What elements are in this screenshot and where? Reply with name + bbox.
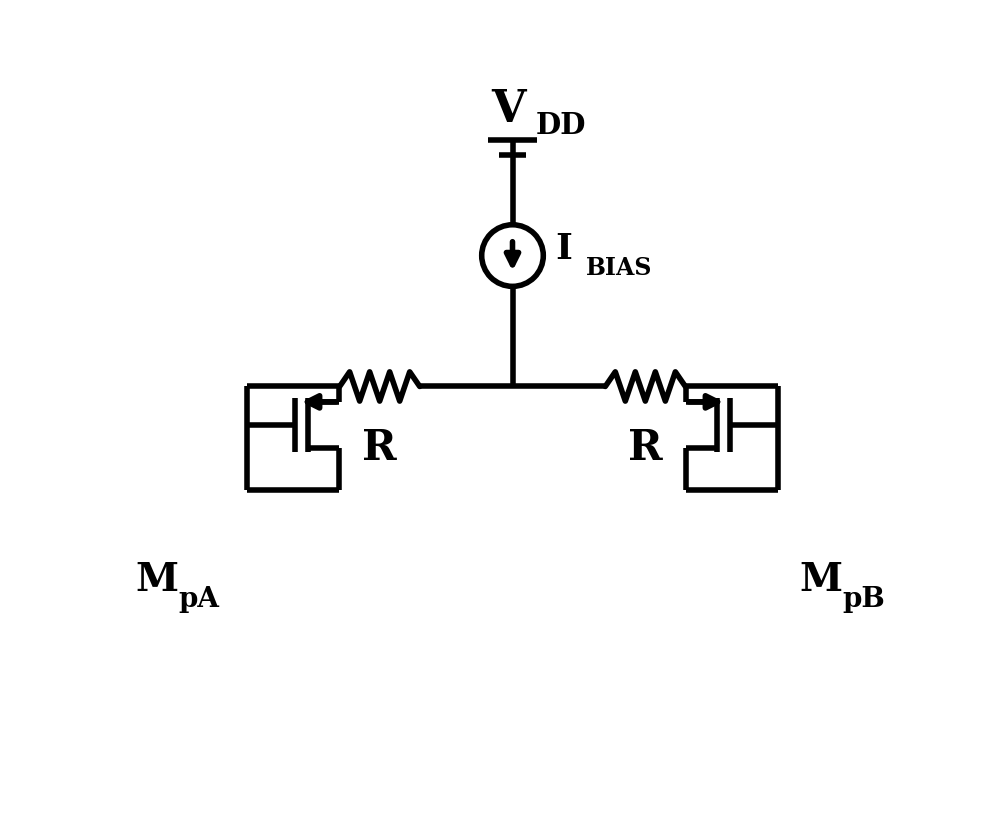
Text: R: R — [362, 427, 397, 469]
Text: M: M — [799, 561, 842, 599]
Text: M: M — [135, 561, 178, 599]
Text: BIAS: BIAS — [586, 256, 652, 280]
Text: pB: pB — [842, 585, 885, 612]
Text: V: V — [491, 88, 526, 131]
Text: I: I — [556, 232, 572, 266]
Text: R: R — [628, 427, 663, 469]
Text: pA: pA — [178, 585, 219, 612]
Text: DD: DD — [536, 110, 586, 139]
